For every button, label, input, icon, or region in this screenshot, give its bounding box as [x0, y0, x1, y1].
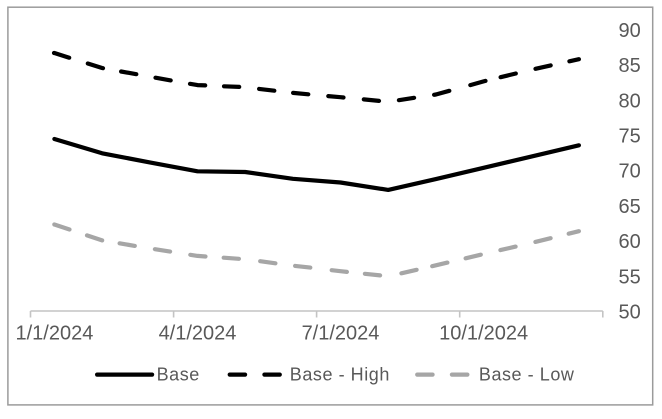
svg-text:60: 60 — [619, 231, 641, 253]
svg-text:Base: Base — [157, 364, 200, 384]
svg-text:65: 65 — [619, 196, 641, 218]
svg-text:1/1/2024: 1/1/2024 — [15, 323, 93, 345]
svg-text:70: 70 — [619, 161, 641, 183]
svg-text:Base - Low: Base - Low — [479, 364, 575, 384]
svg-text:7/1/2024: 7/1/2024 — [302, 323, 380, 345]
svg-text:85: 85 — [619, 55, 641, 77]
svg-text:90: 90 — [619, 20, 641, 42]
svg-text:55: 55 — [619, 266, 641, 288]
svg-text:50: 50 — [619, 302, 641, 324]
svg-text:4/1/2024: 4/1/2024 — [159, 323, 237, 345]
svg-text:75: 75 — [619, 126, 641, 148]
svg-text:Base - High: Base - High — [290, 364, 390, 384]
svg-text:80: 80 — [619, 90, 641, 112]
svg-text:10/1/2024: 10/1/2024 — [439, 323, 528, 345]
